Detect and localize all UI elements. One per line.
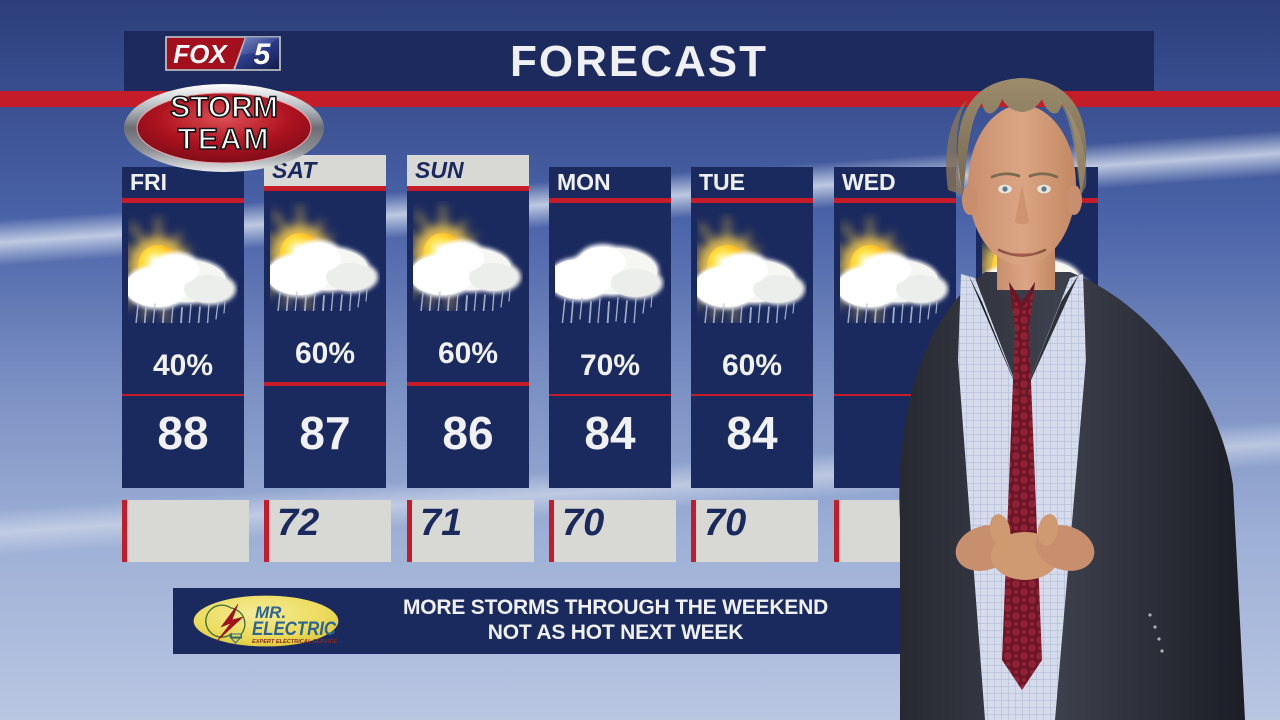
svg-text:TEAM: TEAM <box>178 123 271 156</box>
svg-text:EXPERT ELECTRICAL SERVICE: EXPERT ELECTRICAL SERVICE <box>252 639 338 645</box>
svg-text:STORM: STORM <box>170 91 278 124</box>
svg-text:ELECTRIC: ELECTRIC <box>252 619 336 640</box>
svg-text:FOX: FOX <box>173 39 228 69</box>
svg-text:5: 5 <box>254 38 272 71</box>
